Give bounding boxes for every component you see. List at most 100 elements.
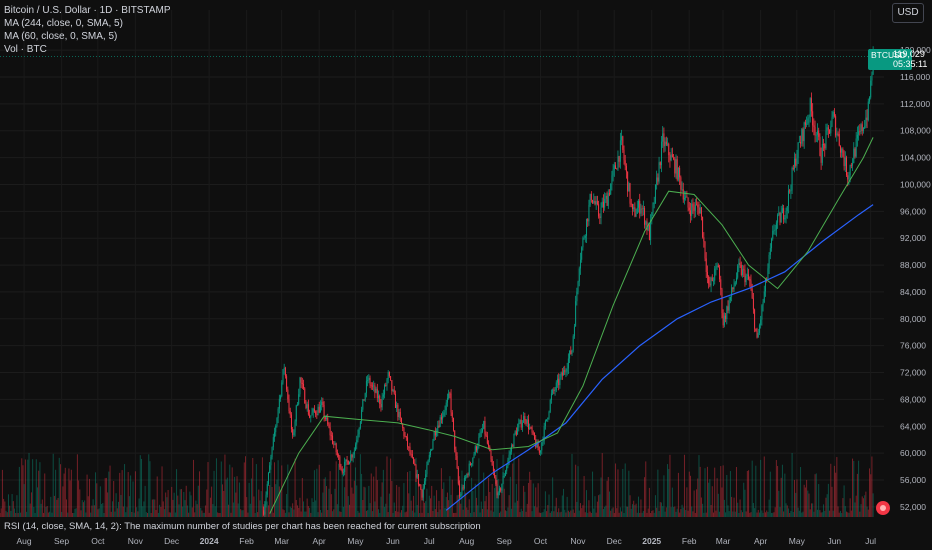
currency-button[interactable]: USD [892, 3, 924, 23]
volume-bar [659, 502, 661, 517]
alert-icon[interactable] [876, 501, 890, 515]
volume-bar [289, 506, 291, 517]
candle-body [565, 371, 567, 373]
candle-body [697, 204, 699, 208]
candle-body [781, 208, 783, 213]
ma244-legend[interactable]: MA (244, close, 0, SMA, 5) [4, 18, 123, 29]
volume-bar [124, 464, 126, 517]
candle-body [870, 80, 872, 98]
volume-bar [128, 496, 130, 517]
candle-body [396, 404, 398, 408]
volume-bar [780, 477, 782, 517]
volume-bar [611, 508, 613, 517]
volume-bar [113, 481, 115, 517]
volume-bar [524, 491, 526, 517]
volume-bar [368, 485, 370, 517]
volume-bar [41, 499, 43, 517]
candle-body [849, 165, 851, 176]
volume-bar [540, 512, 542, 517]
time-tick-label: Jul [424, 536, 435, 546]
volume-bar [405, 511, 407, 517]
volume-bar [485, 495, 487, 517]
volume-bar [752, 502, 754, 517]
volume-bar [728, 511, 730, 517]
volume-bar [592, 471, 594, 517]
volume-bar [190, 495, 192, 517]
volume-bar [249, 503, 251, 517]
symbol-title[interactable]: Bitcoin / U.S. Dollar · 1D · BITSTAMP [4, 5, 171, 16]
ma60-legend[interactable]: MA (60, close, 0, SMA, 5) [4, 31, 118, 42]
candle-body [270, 456, 272, 466]
volume-bar [218, 512, 220, 517]
volume-bar [800, 467, 802, 517]
volume-bar [421, 512, 423, 517]
volume-bar [76, 454, 78, 517]
volume-bar [438, 500, 440, 517]
volume-bar [243, 462, 245, 517]
volume-bar [413, 495, 415, 517]
volume-bar [402, 505, 404, 517]
candle-body [558, 378, 560, 386]
volume-bar [290, 507, 292, 517]
volume-bar [270, 469, 272, 517]
volume-bar [108, 471, 110, 517]
volume-bar [338, 463, 340, 517]
candle-body [859, 131, 861, 133]
candle-body [519, 419, 521, 424]
candle-body [827, 127, 829, 130]
volume-bar [503, 488, 505, 517]
price-axis[interactable]: 52,000 56,000 60,000 64,000 68,000 72,000 76,0… [900, 45, 931, 512]
volume-bar [642, 510, 644, 517]
candle-body [642, 208, 644, 209]
volume-bar [588, 500, 590, 517]
candle-body [677, 167, 679, 180]
volume-bar [627, 506, 629, 517]
candle-body [760, 319, 762, 326]
volume-bar [731, 496, 733, 517]
volume-bar [211, 486, 213, 517]
candle-body [554, 390, 556, 391]
volume-bar [261, 457, 263, 517]
volume-bar [309, 507, 311, 517]
volume-bar [235, 492, 237, 517]
candle-body [299, 377, 301, 395]
volume-bar [38, 470, 40, 517]
time-axis[interactable]: Aug Sep Oct Nov Dec 2024 Feb Mar Apr May Jun Jul Aug… [17, 536, 877, 546]
candle-body [836, 133, 838, 136]
volume-bar [595, 512, 597, 517]
volume-bar [388, 493, 390, 517]
volume-bar [199, 471, 201, 517]
volume-bar [20, 512, 22, 517]
candle-body [341, 469, 343, 473]
volume-bar [295, 499, 297, 517]
candle-body [715, 266, 717, 269]
volume-bar [14, 508, 16, 517]
candle-body [694, 204, 696, 211]
volume-bar [798, 510, 800, 517]
candle-body [292, 429, 294, 436]
volume-bar [676, 508, 678, 517]
candle-body [700, 207, 702, 217]
candle-body [316, 414, 318, 416]
candle-body [504, 471, 506, 476]
candle-body [797, 142, 799, 158]
time-tick-label: Jul [865, 536, 876, 546]
volume-bar [283, 510, 285, 517]
candle-body [263, 510, 265, 515]
candle-body [524, 416, 526, 421]
volume-bar [449, 476, 451, 517]
volume-bar [336, 504, 338, 517]
candle-body [657, 177, 659, 182]
candle-body [571, 350, 573, 355]
candle-body [814, 126, 816, 136]
volume-bar [408, 493, 410, 517]
candle-body [398, 411, 400, 417]
volume-bar [560, 511, 562, 517]
volume-bar [833, 465, 835, 517]
candle-body [798, 142, 800, 143]
candle-body [809, 98, 811, 117]
volume-bar [407, 472, 409, 517]
volume-bar [670, 507, 672, 517]
volume-legend[interactable]: Vol · BTC [4, 44, 47, 55]
